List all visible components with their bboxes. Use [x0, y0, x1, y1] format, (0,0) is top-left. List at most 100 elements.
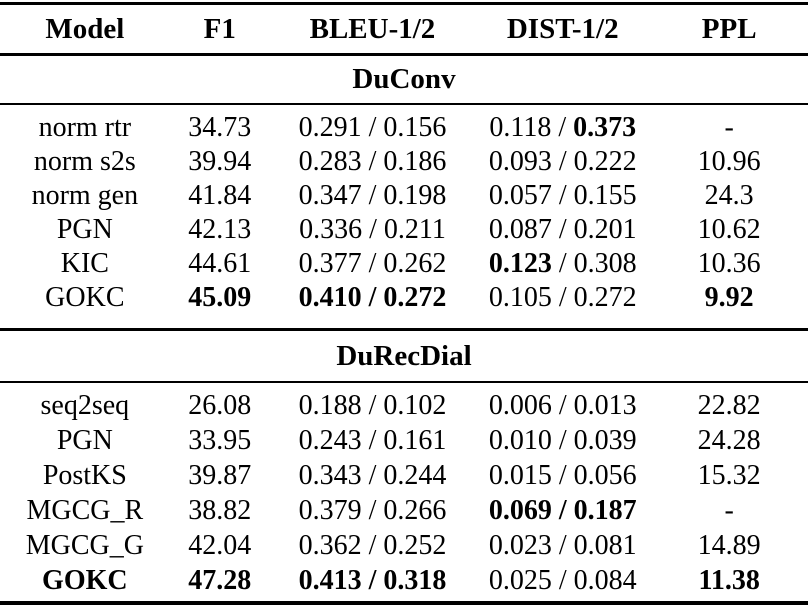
bleu-cell: 0.347 / 0.198 [270, 180, 475, 212]
ppl-cell: 10.36 [650, 248, 808, 280]
cell-text: 0.291 / 0.156 [298, 112, 447, 143]
cell-text: 22.82 [697, 389, 761, 421]
cell-text: 15.32 [697, 459, 761, 491]
cell-text: 0.006 / 0.013 [488, 389, 637, 421]
cell-text: 0.343 / 0.244 [298, 459, 447, 491]
ppl-cell: 11.38 [650, 565, 808, 597]
cell-text: 0.413 / 0.318 [298, 564, 447, 596]
cell-text: GOKC [42, 564, 128, 596]
f1-cell: 33.95 [170, 425, 270, 457]
cell-text: 9.92 [704, 282, 754, 313]
bleu-cell: 0.188 / 0.102 [270, 390, 475, 422]
cell-text: 24.3 [704, 180, 754, 211]
dist-cell: 0.093 / 0.222 [475, 146, 650, 178]
cell-text: 0.410 / 0.272 [298, 282, 447, 313]
cell-text: 0.025 / 0.084 [488, 564, 637, 596]
bleu-cell: 0.336 / 0.211 [270, 214, 475, 246]
dist-cell: 0.006 / 0.013 [475, 390, 650, 422]
cell-text: 39.87 [188, 459, 252, 491]
cell-text: norm rtr [38, 112, 132, 143]
cell-text: 10.36 [697, 248, 761, 279]
model-cell: KIC [0, 248, 170, 280]
cell-text: / 0.308 [551, 248, 637, 279]
cell-text: 0.373 [573, 112, 637, 143]
cell-text: seq2seq [40, 389, 130, 421]
cell-text: MGCG_G [25, 529, 144, 561]
f1-cell: 41.84 [170, 180, 270, 212]
model-cell: MGCG_R [0, 495, 170, 527]
cell-text: 0.023 / 0.081 [488, 529, 637, 561]
cell-text: MGCG_R [26, 494, 144, 526]
cell-text: 0.283 / 0.186 [298, 146, 447, 177]
cell-text: 39.94 [188, 146, 252, 177]
cell-text: 0.093 / 0.222 [488, 146, 637, 177]
model-cell: GOKC [0, 565, 170, 597]
model-cell: norm s2s [0, 146, 170, 178]
ppl-cell: 14.89 [650, 530, 808, 562]
table-row: norm gen 41.84 0.347 / 0.198 0.057 / 0.155 2… [0, 179, 808, 213]
model-cell: GOKC [0, 282, 170, 314]
ppl-cell: 22.82 [650, 390, 808, 422]
bleu-cell: 0.377 / 0.262 [270, 248, 475, 280]
bleu-cell: 0.283 / 0.186 [270, 146, 475, 178]
model-cell: norm gen [0, 180, 170, 212]
table-header-row: Model F1 BLEU-1/2 DIST-1/2 PPL [0, 5, 808, 53]
bleu-cell: 0.243 / 0.161 [270, 425, 475, 457]
cell-text: 10.96 [697, 146, 761, 177]
ppl-cell: - [650, 495, 808, 527]
ppl-cell: 24.3 [650, 180, 808, 212]
f1-cell: 39.94 [170, 146, 270, 178]
header-dist-1-2: DIST-1/2 [506, 12, 619, 45]
bleu-cell: 0.362 / 0.252 [270, 530, 475, 562]
ppl-cell: 10.96 [650, 146, 808, 178]
table-row: norm rtr 34.73 0.291 / 0.156 0.118 / 0.373 - [0, 111, 808, 145]
cell-text: PostKS [42, 459, 127, 491]
cell-text: 10.62 [697, 214, 761, 245]
cell-text: 0.336 / 0.211 [299, 214, 446, 245]
model-cell: MGCG_G [0, 530, 170, 562]
table-rule [0, 381, 808, 383]
cell-text: 38.82 [188, 494, 252, 526]
cell-text: 34.73 [188, 112, 252, 143]
table-rule-top [0, 2, 808, 5]
cell-text: 0.118 / [489, 112, 574, 143]
cell-text: 42.04 [188, 529, 252, 561]
cell-text: 0.087 / 0.201 [488, 214, 637, 245]
cell-text: - [724, 494, 734, 526]
ppl-cell: - [650, 112, 808, 144]
cell-text: 0.010 / 0.039 [488, 424, 637, 456]
model-cell: PGN [0, 214, 170, 246]
f1-cell: 38.82 [170, 495, 270, 527]
header-bleu-1-2: BLEU-1/2 [309, 12, 436, 45]
f1-cell: 42.04 [170, 530, 270, 562]
ppl-cell: 15.32 [650, 460, 808, 492]
cell-text: 26.08 [188, 389, 252, 421]
model-cell: PostKS [0, 460, 170, 492]
cell-text: PGN [56, 214, 113, 245]
cell-text: norm gen [31, 180, 139, 211]
bleu-cell: 0.379 / 0.266 [270, 495, 475, 527]
cell-text: 0.123 [488, 248, 552, 279]
cell-text: 41.84 [188, 180, 252, 211]
cell-text: 33.95 [188, 424, 252, 456]
model-cell: seq2seq [0, 390, 170, 422]
bleu-cell: 0.413 / 0.318 [270, 565, 475, 597]
table-rule [0, 103, 808, 105]
section-title-duconv: DuConv [352, 63, 456, 95]
cell-text: 47.28 [188, 564, 252, 596]
cell-text: norm s2s [33, 146, 136, 177]
model-cell: PGN [0, 425, 170, 457]
table-rule [0, 328, 808, 331]
header-model: Model [45, 12, 125, 45]
section-title-durecdial: DuRecDial [336, 340, 472, 372]
cell-text: 0.069 / 0.187 [488, 494, 637, 526]
table-sections: DuConv norm rtr 34.73 0.291 / 0.156 0.118 / … [0, 56, 808, 605]
table-row: GOKC 47.28 0.413 / 0.318 0.025 / 0.084 11.38 [0, 563, 808, 598]
ppl-cell: 24.28 [650, 425, 808, 457]
cell-text: 11.38 [698, 564, 760, 596]
f1-cell: 26.08 [170, 390, 270, 422]
f1-cell: 44.61 [170, 248, 270, 280]
cell-text: 0.379 / 0.266 [298, 494, 447, 526]
cell-text: 0.362 / 0.252 [298, 529, 447, 561]
